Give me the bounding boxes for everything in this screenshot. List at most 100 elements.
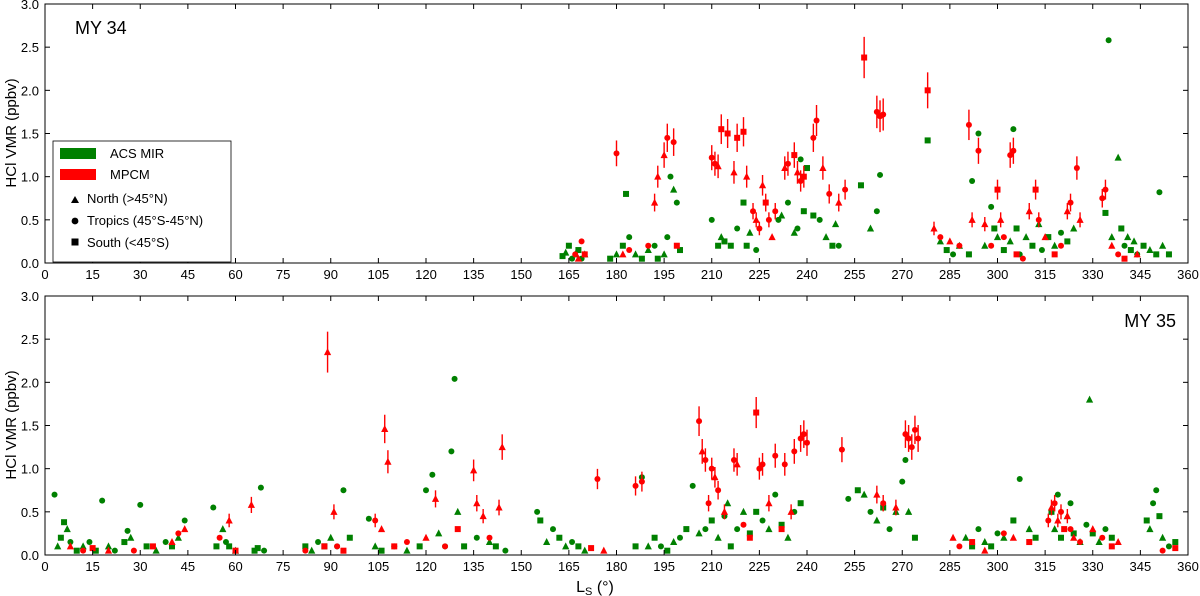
- xtick-label: 270: [891, 559, 913, 574]
- mpcm-point-tropics: [975, 147, 982, 154]
- mpcm-point-tropics: [1051, 500, 1058, 507]
- acs-point-south: [619, 242, 626, 249]
- acs-point-tropics: [473, 534, 480, 541]
- acs-point-tropics: [550, 526, 556, 533]
- mpcm-point-south: [718, 126, 725, 133]
- mpcm-point-south: [588, 545, 595, 552]
- xtick-label: 255: [844, 267, 866, 282]
- acs-point-north: [1025, 525, 1033, 533]
- ytick-label: 0.5: [21, 505, 39, 520]
- acs-point-south: [1070, 530, 1077, 537]
- acs-point-south: [654, 255, 661, 262]
- acs-point-tropics: [794, 225, 801, 232]
- acs-point-north: [1095, 538, 1103, 546]
- mpcm-point-south: [1032, 186, 1039, 193]
- acs-point-south: [1102, 209, 1109, 216]
- acs-point-south: [537, 517, 544, 524]
- mpcm-point-tropics: [708, 465, 715, 472]
- acs-point-north: [403, 546, 411, 554]
- mpcm-point-north: [1047, 503, 1056, 511]
- acs-point-south: [708, 517, 715, 524]
- mpcm-point-north: [997, 215, 1005, 223]
- acs-point-north: [1070, 224, 1078, 232]
- mpcm-point-tropics: [740, 521, 747, 528]
- acs-point-south: [416, 543, 423, 550]
- xtick-label: 60: [228, 559, 242, 574]
- acs-point-south: [1045, 234, 1052, 241]
- mpcm-point-tropics: [956, 543, 963, 550]
- mpcm-point-south: [454, 526, 461, 533]
- acs-point-tropics: [448, 448, 455, 455]
- mpcm-point-tropics: [1159, 547, 1166, 554]
- mpcm-point-north: [470, 466, 478, 474]
- mpcm-point-north: [743, 172, 751, 180]
- acs-point-north: [866, 224, 875, 232]
- mpcm-point-tropics: [838, 446, 845, 453]
- acs-point-north: [993, 233, 1002, 241]
- acs-point-tropics: [67, 539, 74, 546]
- acs-point-north: [714, 533, 722, 541]
- mpcm-point-south: [149, 543, 156, 550]
- acs-point-south: [829, 242, 836, 249]
- acs-point-north: [670, 185, 678, 193]
- acs-point-north: [454, 507, 462, 515]
- mpcm-point-south: [1121, 255, 1128, 262]
- mpcm-point-tropics: [626, 247, 633, 254]
- xtick-label: 135: [463, 559, 485, 574]
- xtick-label: 210: [701, 559, 723, 574]
- acs-point-north: [936, 237, 944, 245]
- xtick-label: 345: [1130, 267, 1152, 282]
- plot-frame-my35: [44, 295, 1189, 556]
- mpcm-point-tropics: [80, 547, 87, 554]
- acs-point-tropics: [902, 457, 909, 464]
- acs-point-tropics: [1016, 476, 1023, 483]
- mpcm-point-tropics: [572, 251, 579, 258]
- acs-point-tropics: [1067, 500, 1074, 507]
- acs-point-tropics: [365, 515, 372, 522]
- mpcm-point-south: [321, 543, 328, 550]
- mpcm-point-tropics: [772, 452, 779, 459]
- acs-point-south: [169, 543, 175, 550]
- acs-point-south: [121, 539, 128, 546]
- mpcm-point-tropics: [1073, 165, 1080, 172]
- acs-point-south: [677, 247, 683, 254]
- ytick-label: 3.0: [21, 289, 39, 304]
- acs-point-north: [543, 538, 551, 546]
- mpcm-point-tropics: [670, 139, 677, 146]
- mpcm-point-north: [1063, 207, 1071, 215]
- acs-point-tropics: [988, 203, 995, 210]
- acs-point-south: [854, 487, 861, 494]
- acs-point-north: [485, 538, 494, 546]
- acs-point-north: [670, 538, 678, 546]
- mpcm-point-tropics: [696, 418, 703, 425]
- xtick-label: 210: [701, 267, 723, 282]
- legend-triangle-icon: [71, 196, 79, 203]
- acs-point-north: [790, 228, 798, 236]
- acs-point-south: [778, 521, 785, 528]
- acs-point-tropics: [689, 482, 696, 489]
- acs-point-tropics: [673, 199, 680, 206]
- mpcm-point-tropics: [715, 487, 722, 494]
- acs-point-south: [623, 190, 630, 197]
- mpcm-point-tropics: [1045, 517, 1052, 524]
- acs-point-north: [127, 533, 135, 541]
- xtick-label: 30: [133, 559, 147, 574]
- acs-point-south: [924, 137, 931, 144]
- mpcm-point-tropics: [1067, 199, 1074, 206]
- acs-point-south: [727, 543, 734, 550]
- mpcm-point-south: [800, 173, 807, 180]
- xtick-label: 300: [987, 559, 1009, 574]
- acs-point-south: [651, 534, 658, 541]
- acs-point-south: [965, 251, 972, 258]
- acs-point-tropics: [1102, 526, 1109, 533]
- acs-point-tropics: [257, 484, 264, 491]
- mpcm-point-tropics: [613, 150, 620, 157]
- xtick-label: 135: [463, 267, 485, 282]
- ytick-label: 1.0: [21, 462, 39, 477]
- acs-point-south: [804, 165, 810, 172]
- mpcm-point-tropics: [797, 435, 804, 442]
- acs-point-south: [378, 547, 385, 554]
- acs-point-south: [57, 534, 64, 541]
- acs-point-south: [632, 543, 639, 550]
